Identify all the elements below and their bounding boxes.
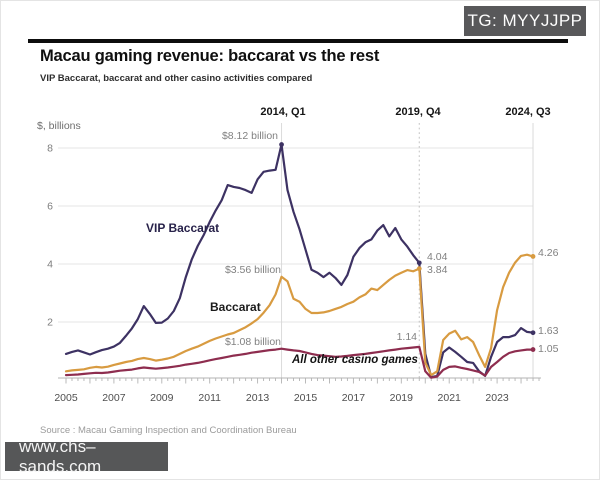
y-axis-unit-label: $, billions bbox=[37, 120, 81, 132]
svg-text:2007: 2007 bbox=[102, 392, 126, 404]
header-rule bbox=[28, 39, 568, 43]
x-axis bbox=[58, 377, 541, 384]
svg-text:2015: 2015 bbox=[294, 392, 318, 404]
series-label-vip-baccarat: VIP Baccarat bbox=[146, 221, 220, 235]
y-axis-tick-labels: 2 4 6 8 bbox=[47, 143, 53, 329]
series-line-0 bbox=[64, 143, 535, 379]
svg-text:2019: 2019 bbox=[390, 392, 414, 404]
chart-subtitle: VIP Baccarat, baccarat and other casino … bbox=[40, 73, 313, 84]
ref-label-2014-q1: 2014, Q1 bbox=[260, 106, 306, 118]
watermark-badge-bottom: www.chs–sands.com bbox=[5, 437, 168, 476]
annotation-baccarat-end: 4.26 bbox=[538, 247, 559, 259]
annotation-other-peak: $1.08 billion bbox=[224, 336, 281, 348]
svg-text:2023: 2023 bbox=[485, 392, 509, 404]
svg-text:4: 4 bbox=[47, 259, 53, 271]
annotation-vip-end: 1.63 bbox=[538, 325, 559, 337]
svg-text:2011: 2011 bbox=[198, 392, 221, 404]
annotation-other-end: 1.05 bbox=[538, 343, 559, 355]
series-line-1 bbox=[64, 253, 535, 377]
annotation-vip-peak: $8.12 billion bbox=[221, 130, 278, 142]
series-line-2 bbox=[64, 345, 535, 379]
svg-text:2005: 2005 bbox=[54, 392, 78, 404]
series-label-baccarat: Baccarat bbox=[210, 300, 261, 314]
annotation-vip-2019: 4.04 bbox=[427, 251, 448, 263]
horizontal-gridlines bbox=[58, 147, 533, 323]
vertical-reference-lines bbox=[281, 123, 534, 378]
chart-title: Macau gaming revenue: baccarat vs the re… bbox=[40, 47, 380, 65]
ref-label-2019-q4: 2019, Q4 bbox=[395, 106, 441, 118]
watermark-badge-bottom-text: www.chs–sands.com bbox=[19, 436, 102, 476]
x-axis-year-labels: 2005 2007 2009 2011 2013 2015 2017 2019 2021 2023 bbox=[54, 392, 509, 404]
annotation-baccarat-2019: 3.84 bbox=[427, 264, 448, 276]
ref-label-2024-q3: 2024, Q3 bbox=[505, 106, 551, 118]
svg-text:8: 8 bbox=[47, 143, 53, 155]
watermark-badge-top-text: TG: MYYJJPP bbox=[467, 11, 583, 30]
series-label-all-other: All other casino games bbox=[292, 354, 418, 366]
svg-text:2009: 2009 bbox=[150, 392, 174, 404]
data-point-markers bbox=[279, 142, 536, 352]
svg-text:2017: 2017 bbox=[342, 392, 366, 404]
svg-text:2021: 2021 bbox=[438, 392, 462, 404]
data-series-lines bbox=[64, 143, 535, 379]
svg-text:2013: 2013 bbox=[246, 392, 270, 404]
annotation-baccarat-peak: $3.56 billion bbox=[224, 264, 281, 276]
source-note: Source : Macau Gaming Inspection and Coo… bbox=[40, 425, 297, 436]
svg-text:2: 2 bbox=[47, 317, 53, 329]
annotation-other-2019: 1.14 bbox=[396, 331, 417, 343]
svg-text:6: 6 bbox=[47, 201, 53, 213]
watermark-badge-top: TG: MYYJJPP bbox=[464, 6, 586, 36]
